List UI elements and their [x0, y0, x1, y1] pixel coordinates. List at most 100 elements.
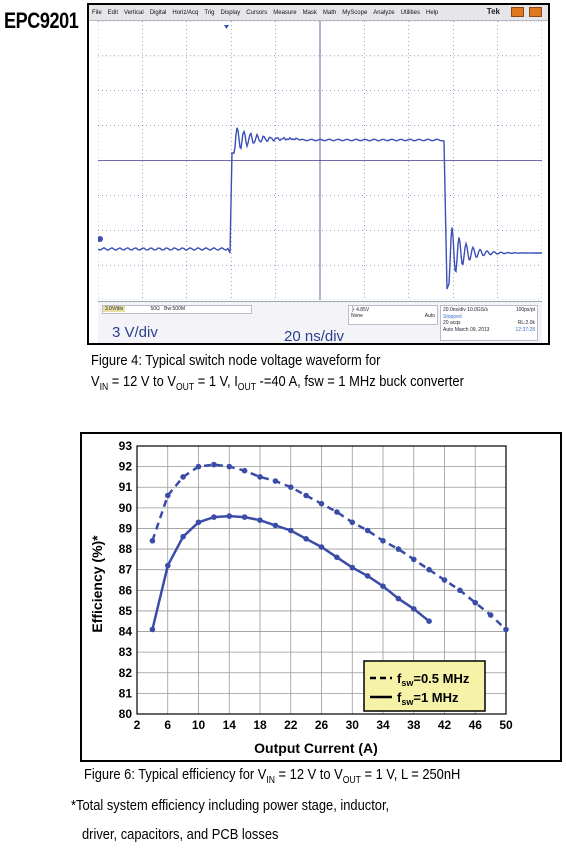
y-tick-label: 87: [119, 563, 133, 577]
footnote-line1: *Total system efficiency including power…: [71, 797, 390, 814]
data-point-05mhz: [226, 463, 233, 470]
y-tick-label: 92: [119, 460, 133, 474]
points-readout: 100ps/pt: [515, 307, 535, 313]
trigger-readout[interactable]: ⎬ 4.85V None Auto: [348, 305, 438, 325]
legend-label-05mhz: fsw=0.5 MHz: [397, 671, 470, 688]
chart-gridlines: [136, 445, 507, 715]
data-point-05mhz: [257, 474, 263, 480]
timebase-readout: 20.0ns/div: [443, 307, 466, 313]
chart-legend: fsw=0.5 MHz fsw=1 MHz: [363, 660, 486, 712]
channel-bandwidth-readout: Bw:500M: [164, 306, 186, 312]
date-readout: March 09, 2013: [454, 326, 490, 333]
switch-node-waveform: [98, 127, 542, 290]
channel-ground-marker: [98, 236, 103, 242]
y-tick-label: 89: [119, 521, 133, 535]
efficiency-chart-plot: 2 6 10 14 18 22 26 30 34 38 42 46 508081828384858687…: [89, 439, 513, 756]
part-number-label: EPC9201: [4, 8, 79, 33]
data-point-1mhz: [411, 606, 417, 612]
y-tick-label: 82: [119, 666, 133, 680]
y-tick-label: 84: [119, 625, 133, 639]
data-point-1mhz: [318, 544, 325, 550]
scope-menu-horiz-acq[interactable]: Horiz/Acq: [172, 9, 199, 16]
data-point-1mhz: [395, 595, 402, 602]
x-tick-label: 50: [499, 718, 513, 732]
x-tick-label: 42: [438, 718, 452, 732]
data-point-05mhz: [380, 538, 386, 544]
scope-menu-utilities[interactable]: Utilities: [400, 9, 420, 16]
scope-graticule: [98, 21, 542, 300]
data-point-1mhz: [241, 514, 248, 520]
data-point-05mhz: [441, 577, 448, 583]
plot-area-border: [136, 445, 507, 715]
channel-impedance-readout: 50Ω: [150, 306, 160, 312]
scope-menu-digital[interactable]: Digital: [149, 9, 167, 16]
figure6-caption: Figure 6: Typical efficiency for VIN = 1…: [84, 766, 461, 786]
scope-menu-file[interactable]: File: [92, 9, 102, 16]
scope-menu-math[interactable]: Math: [322, 9, 337, 16]
scope-menu-display[interactable]: Display: [220, 9, 241, 16]
x-tick-label: 34: [376, 718, 390, 732]
scope-menu-vertical[interactable]: Vertical: [124, 9, 144, 16]
data-point-05mhz: [457, 587, 463, 594]
trigger-auto-readout: Auto: [424, 313, 435, 319]
close-icon[interactable]: [529, 7, 542, 17]
scope-menu-myscope[interactable]: MyScope: [342, 9, 368, 16]
data-point-1mhz: [257, 517, 263, 523]
x-tick-label: 26: [315, 718, 329, 732]
channel-readout[interactable]: 3.0V/div 50Ω Bw:500M: [102, 305, 252, 314]
data-point-1mhz: [426, 618, 432, 624]
y-axis-label: Efficiency (%)*: [89, 535, 105, 633]
data-point-05mhz: [318, 500, 325, 507]
scope-menu-help[interactable]: Help: [425, 9, 439, 16]
minimize-icon[interactable]: [511, 7, 524, 17]
sample-rate-readout: 10.0GS/s: [467, 307, 489, 313]
scope-menu-edit[interactable]: Edit: [107, 9, 119, 16]
trigger-mode-readout: None: [351, 313, 363, 319]
auto-readout: Auto: [443, 326, 454, 333]
x-tick-label: 38: [407, 718, 421, 732]
y-tick-label: 91: [119, 480, 133, 494]
acquisition-count: 20 acqs: [443, 320, 461, 326]
scope-menu-measure[interactable]: Measure: [273, 9, 297, 16]
scope-menu-mask[interactable]: Mask: [302, 9, 317, 16]
x-tick-label: 22: [284, 718, 298, 732]
figure4-caption-line1: Figure 4: Typical switch node voltage wa…: [91, 352, 381, 369]
data-point-1mhz: [149, 626, 156, 633]
x-tick-label: 2: [134, 718, 141, 732]
scope-menu-cursors[interactable]: Cursors: [246, 9, 268, 16]
data-point-1mhz: [303, 536, 309, 542]
scope-menu-analyze[interactable]: Analyze: [373, 9, 395, 16]
x-tick-label: 6: [164, 718, 171, 732]
data-point-05mhz: [503, 626, 509, 633]
data-point-05mhz: [426, 566, 432, 573]
data-point-05mhz: [349, 519, 356, 526]
data-point-1mhz: [288, 527, 294, 534]
scope-menu-bar: File Edit Vertical Digital Horiz/Acq Tri…: [89, 5, 548, 21]
y-tick-label: 83: [119, 645, 133, 659]
scope-status-bar: 3.0V/div 50Ω Bw:500M 3 V/div 20 ns/div ⎬…: [98, 301, 542, 343]
y-tick-label: 93: [119, 439, 133, 453]
data-point-1mhz: [364, 573, 371, 579]
oscilloscope-screenshot: File Edit Vertical Digital Horiz/Acq Tri…: [87, 3, 550, 345]
data-point-1mhz: [165, 562, 171, 569]
legend-box: [363, 660, 486, 712]
data-point-05mhz: [149, 538, 156, 544]
volts-per-div-label: 3 V/div: [112, 324, 158, 341]
data-point-1mhz: [272, 522, 279, 529]
y-tick-label: 88: [119, 542, 133, 556]
data-point-05mhz: [165, 492, 171, 499]
channel-scale-readout: 3.0V/div: [103, 306, 126, 312]
y-tick-label: 80: [119, 707, 133, 721]
data-point-05mhz: [272, 478, 279, 484]
data-point-05mhz: [288, 484, 294, 490]
trigger-position-marker: [224, 25, 229, 29]
acquisition-state: Stopped: [443, 313, 462, 320]
x-tick-label: 46: [469, 718, 483, 732]
scope-brand-logo: Tek: [486, 7, 500, 16]
data-point-1mhz: [334, 554, 340, 561]
acquisition-readout[interactable]: 20.0ns/div 10.0GS/s 100ps/pt Stopped 20 a…: [440, 305, 538, 341]
data-point-05mhz: [180, 474, 186, 480]
data-point-05mhz: [487, 612, 494, 618]
scope-menu-trig[interactable]: Trig: [204, 9, 215, 16]
legend-label-1mhz: fsw=1 MHz: [397, 690, 459, 707]
